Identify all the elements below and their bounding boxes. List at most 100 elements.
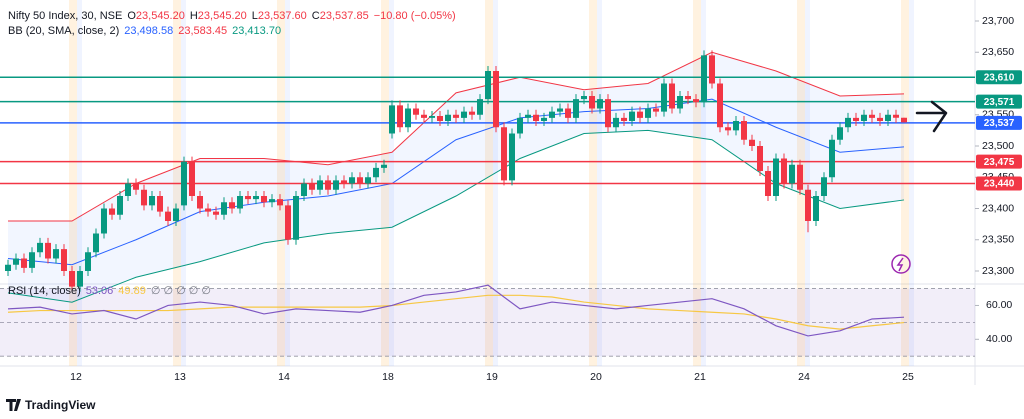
symbol-legend: Nifty 50 Index, 30, NSE O23,545.20 H23,545… [8,10,456,22]
candle-body [205,208,211,212]
candle-body [357,177,363,184]
legend-text: ∅ ∅ ∅ ∅ ∅ [151,285,211,297]
candle-body [421,114,427,118]
price-badge-label: 23,440 [984,179,1015,190]
candle-body [85,252,91,271]
rsi-line [7,284,905,337]
candle-body [365,177,371,184]
candle-body [469,111,475,115]
candle-body [741,121,747,140]
legend-text: H [190,10,198,22]
price-badge-label: 23,610 [984,72,1015,83]
y-tick-label: 60.00 [986,299,1012,311]
candle-body [253,196,259,200]
candle-body [821,177,827,196]
candle-body [485,71,491,100]
legend-text: 23,537.85 [320,10,369,22]
candle-body [813,196,819,221]
candle-body [373,167,379,178]
candle-body [349,177,355,184]
candle-body [717,83,723,128]
candle-body [781,158,787,184]
candle-body [797,164,803,190]
candle-body [13,258,19,265]
rsi-legend: RSI (14, close) 53.06 49.89 ∅ ∅ ∅ ∅ ∅ [8,285,211,297]
candle-body [461,111,467,118]
candle-body [829,139,835,178]
legend-text: C [312,10,320,22]
candle-body [517,117,523,134]
candle-body [397,105,403,128]
candle-body [21,258,27,268]
candle-body [597,99,603,109]
candle-body [709,55,715,84]
candle-body [749,139,755,146]
candle-body [117,196,123,215]
candle-body [101,208,107,234]
candle-body [293,196,299,240]
y-tick-label: 23,500 [982,140,1014,152]
candle-body [509,133,515,181]
x-tick-label: 21 [694,371,706,383]
candle-body [677,96,683,109]
candle-body [501,127,507,181]
candle-body [557,108,563,112]
legend-text: RSI (14, close) [8,285,81,297]
legend-text: −10.80 (−0.05%) [374,10,456,22]
legend-text: 23,413.70 [232,25,281,37]
candle-body [325,180,331,190]
candle-body [885,114,891,121]
y-tick-label: 40.00 [986,333,1012,345]
candle-body [789,164,795,184]
candle-body [445,114,451,121]
candle-body [477,99,483,115]
candle-body [125,183,131,196]
candle-body [661,83,667,112]
bb-middle [7,98,905,266]
candle-body [437,116,443,121]
candle-body [261,196,267,203]
candle-body [149,196,155,206]
brand-logo [6,399,21,411]
y-tick-label: 23,650 [982,46,1014,58]
price-badge [976,154,1022,169]
legend-text: 23,545.20 [198,10,247,22]
legend-text: 23,545.20 [136,10,185,22]
candle-body [725,127,731,131]
candle-body [453,114,459,118]
candle-body [317,180,323,190]
legend-text: 49.89 [118,285,146,297]
candle-body [45,242,51,259]
candle-body [765,171,771,196]
x-tick-label: 14 [278,371,290,383]
candle-body [877,117,883,121]
candle-body [573,99,579,118]
candle-body [837,127,843,140]
candle-body [165,211,171,221]
candle-body [693,99,699,103]
candle-body [269,199,275,203]
arrow-annotation [915,100,948,133]
bb-lower [7,129,905,303]
candle-body [29,252,35,268]
alert-icon[interactable] [891,254,911,274]
candle-body [901,117,907,123]
candle-body [109,208,115,215]
x-tick-label: 25 [902,371,914,383]
legend-text: 53.06 [86,285,114,297]
candle-body [685,96,691,100]
price-badge [976,94,1022,109]
candle-body [637,111,643,118]
rsi-band-fill [0,288,975,357]
y-tick-label: 23,400 [982,202,1014,214]
candle-body [405,108,411,128]
x-tick-label: 12 [70,371,82,383]
candle-body [757,146,763,171]
candle-body [285,205,291,240]
candle-body [189,161,195,196]
candle-body [701,55,707,103]
candle-body [229,202,235,209]
candle-body [605,99,611,128]
